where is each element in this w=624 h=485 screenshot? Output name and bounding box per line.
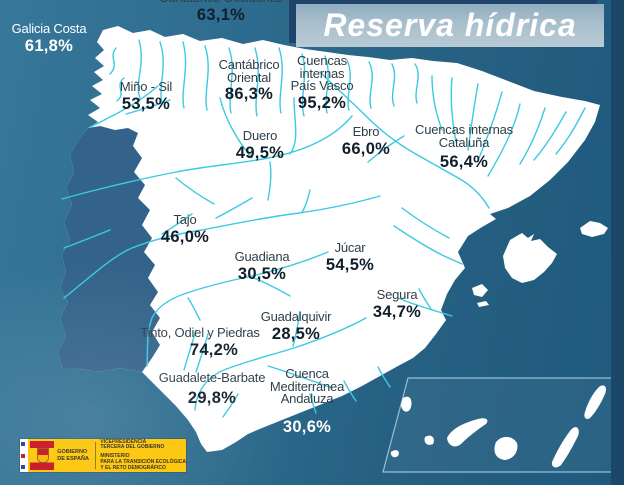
basin-name: Miño - Sil (119, 79, 173, 94)
basin-label-duero: Duero 49,5% (235, 128, 285, 162)
basin-value: 29,8% (187, 388, 237, 407)
basin-name: Júcar (334, 240, 366, 255)
basin-label-jucar: Júcar 54,5% (325, 240, 375, 274)
basin-name: Guadiana (234, 249, 290, 264)
basin-name: Guadalete-Barbate (158, 370, 266, 385)
basin-value: 49,5% (235, 143, 285, 162)
balearic-islands (472, 221, 608, 307)
basin-value: 63,1% (196, 5, 246, 24)
basin-name: Cuenca Mediterránea Andaluza (269, 366, 345, 406)
basin-label-segura: Segura 34,7% (372, 287, 422, 321)
ministry-text: VICEPRESIDENCIA TERCERA DEL GOBIERNO MIN… (98, 439, 186, 472)
basin-value: 34,7% (372, 302, 422, 321)
page-title: Reserva hídrica (323, 6, 577, 44)
rivers (61, 39, 586, 418)
basin-label-ebro: Ebro 66,0% (341, 124, 391, 158)
government-logo: GOBIERNO DE ESPAÑA VICEPRESIDENCIA TERCE… (20, 439, 186, 472)
iberia-landmass (58, 26, 600, 452)
government-name: GOBIERNO DE ESPAÑA (57, 449, 89, 462)
basin-label-cantabrico-occidental: Cantábrico Occidental 63,1% (159, 0, 283, 23)
basin-label-mino-sil: Miño - Sil 53,5% (119, 79, 173, 113)
logo-pleca (20, 439, 28, 472)
basin-value: 30,5% (237, 264, 287, 283)
basin-label-cuencas-internas-cataluna: Cuencas internas Cataluña 56,4% (415, 122, 513, 171)
basin-value: 46,0% (160, 227, 210, 246)
basin-name: Ebro (352, 124, 380, 139)
basin-value: 66,0% (341, 139, 391, 158)
basin-label-cantabrico-oriental: Cantábrico Oriental 86,3% (218, 57, 280, 103)
basin-label-cuencas-internas-pais-vasco: Cuencas internas País Vasco 95,2% (290, 53, 354, 112)
portugal-region (58, 126, 160, 372)
right-edge-band (611, 0, 624, 485)
basin-value: 95,2% (297, 93, 347, 112)
basin-label-galicia-costa: Galicia Costa 61,8% (11, 21, 87, 55)
basin-name: Cantábrico Occidental (159, 0, 283, 5)
basin-name: Guadalquivir (260, 309, 332, 324)
logo-divider (95, 442, 97, 469)
basin-value: 61,8% (24, 36, 74, 55)
basin-value: 86,3% (224, 85, 274, 103)
basin-value: 56,4% (439, 153, 489, 171)
basin-name: Tinto, Odiel y Piedras (140, 325, 260, 340)
basin-label-guadalquivir: Guadalquivir 28,5% (260, 309, 332, 343)
basin-name: Galicia Costa (11, 21, 87, 36)
vicepresidency-label: VICEPRESIDENCIA TERCERA DEL GOBIERNO (100, 438, 165, 451)
title-banner: Reserva hídrica (296, 4, 604, 47)
basin-label-tajo: Tajo 46,0% (160, 212, 210, 246)
ministry-label: MINISTERIO PARA LA TRANSICIÓN ECOLÓGICA … (100, 453, 186, 471)
basin-name: Cuencas internas País Vasco (290, 53, 354, 93)
basin-label-guadalete-barbate: Guadalete-Barbate 29,8% (158, 370, 266, 407)
basin-name: Cantábrico Oriental (218, 57, 280, 85)
basin-label-guadiana: Guadiana 30,5% (234, 249, 290, 283)
basin-label-tinto-odiel-piedras: Tinto, Odiel y Piedras 74,2% (140, 325, 260, 358)
basin-value: 30,6% (282, 417, 332, 436)
basin-value: 54,5% (325, 255, 375, 274)
basin-name: Tajo (173, 212, 197, 227)
basin-value: 74,2% (189, 340, 239, 359)
basin-name: Segura (376, 287, 418, 302)
basin-value: 53,5% (121, 94, 171, 113)
spain-flag-icon (29, 441, 55, 470)
basin-name: Cuencas internas Cataluña (415, 122, 513, 150)
basin-label-cuenca-mediterranea-andaluza: Cuenca Mediterránea Andaluza 30,6% (269, 366, 345, 436)
basin-value: 28,5% (271, 324, 321, 343)
basin-name: Duero (242, 128, 278, 143)
canary-islands-inset (382, 377, 621, 473)
